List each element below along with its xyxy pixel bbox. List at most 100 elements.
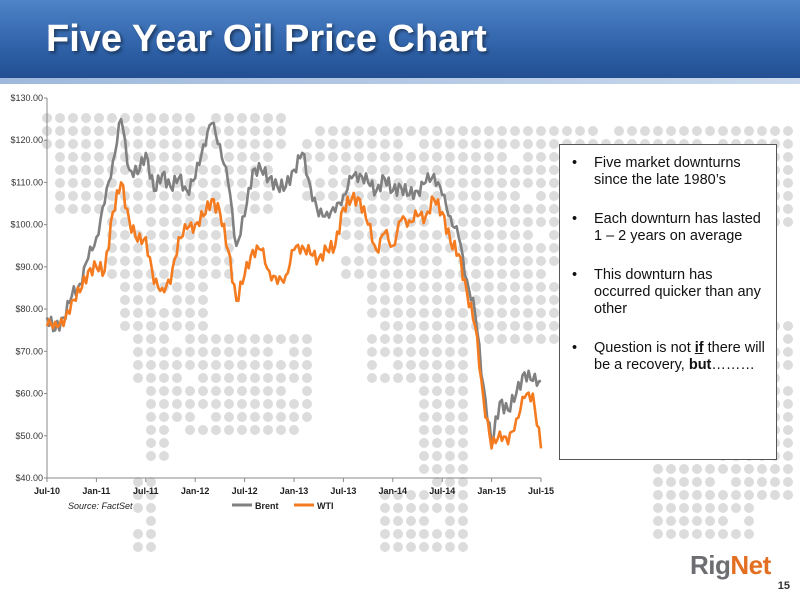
map-dot — [133, 126, 143, 136]
map-dot — [211, 386, 221, 396]
map-dot — [302, 373, 312, 383]
map-dot — [458, 308, 468, 318]
map-dot — [744, 477, 754, 487]
map-dot — [159, 139, 169, 149]
map-dot — [367, 334, 377, 344]
map-dot — [250, 347, 260, 357]
map-dot — [406, 256, 416, 266]
map-dot — [224, 152, 234, 162]
map-dot — [432, 373, 442, 383]
map-dot — [133, 295, 143, 305]
map-dot — [237, 412, 247, 422]
map-dot — [94, 139, 104, 149]
map-dot — [458, 321, 468, 331]
map-dot — [185, 295, 195, 305]
map-dot — [757, 464, 767, 474]
map-dot — [458, 451, 468, 461]
map-dot — [783, 321, 793, 331]
map-dot — [263, 399, 273, 409]
map-dot — [328, 139, 338, 149]
map-dot — [445, 191, 455, 201]
map-dot — [211, 243, 221, 253]
map-dot — [445, 308, 455, 318]
map-dot — [380, 347, 390, 357]
map-dot — [289, 334, 299, 344]
map-dot — [718, 529, 728, 539]
map-dot — [718, 464, 728, 474]
map-dot — [315, 152, 325, 162]
map-dot — [783, 425, 793, 435]
map-dot — [198, 269, 208, 279]
map-dot — [523, 152, 533, 162]
map-dot — [237, 373, 247, 383]
map-dot — [419, 425, 429, 435]
map-dot — [159, 191, 169, 201]
map-dot — [224, 217, 234, 227]
map-dot — [432, 334, 442, 344]
map-dot — [536, 191, 546, 201]
map-dot — [510, 295, 520, 305]
map-dot — [731, 126, 741, 136]
map-dot — [432, 360, 442, 370]
map-dot — [380, 490, 390, 500]
map-dot — [185, 165, 195, 175]
map-dot — [393, 529, 403, 539]
map-dot — [120, 217, 130, 227]
map-dot — [458, 204, 468, 214]
map-dot — [198, 399, 208, 409]
map-dot — [198, 126, 208, 136]
map-dot — [419, 399, 429, 409]
map-dot — [380, 542, 390, 552]
map-dot — [380, 373, 390, 383]
map-dot — [185, 347, 195, 357]
map-dot — [367, 126, 377, 136]
map-dot — [185, 126, 195, 136]
map-dot — [705, 477, 715, 487]
map-dot — [276, 113, 286, 123]
map-dot — [419, 542, 429, 552]
map-dot — [367, 165, 377, 175]
map-dot — [211, 217, 221, 227]
map-dot — [302, 412, 312, 422]
map-dot — [432, 438, 442, 448]
map-dot — [419, 139, 429, 149]
map-dot — [419, 373, 429, 383]
map-dot — [471, 178, 481, 188]
x-tick-label: Jan-14 — [379, 486, 408, 496]
map-dot — [536, 165, 546, 175]
map-dot — [523, 178, 533, 188]
source-label: Source: FactSet — [68, 501, 133, 511]
map-dot — [757, 126, 767, 136]
map-dot — [354, 139, 364, 149]
map-dot — [185, 243, 195, 253]
map-dot — [211, 113, 221, 123]
series-line-wti — [45, 181, 543, 450]
map-dot — [549, 334, 559, 344]
map-dot — [705, 516, 715, 526]
map-dot — [172, 347, 182, 357]
map-dot — [172, 295, 182, 305]
map-dot — [55, 165, 65, 175]
x-tick-label: Jul-15 — [528, 486, 554, 496]
map-dot — [367, 269, 377, 279]
map-dot — [146, 139, 156, 149]
map-dot — [510, 139, 520, 149]
map-dot — [198, 360, 208, 370]
map-dot — [458, 347, 468, 357]
map-dot — [471, 217, 481, 227]
map-dot — [159, 425, 169, 435]
map-dot — [523, 243, 533, 253]
map-dot — [198, 425, 208, 435]
map-dot — [315, 139, 325, 149]
map-dot — [705, 503, 715, 513]
page-number: 15 — [777, 580, 790, 592]
map-dot — [159, 230, 169, 240]
map-dot — [185, 334, 195, 344]
map-dot — [432, 399, 442, 409]
map-dot — [276, 360, 286, 370]
map-dot — [94, 165, 104, 175]
map-dot — [406, 178, 416, 188]
map-dot — [120, 308, 130, 318]
map-dot — [419, 347, 429, 357]
map-dot — [133, 334, 143, 344]
